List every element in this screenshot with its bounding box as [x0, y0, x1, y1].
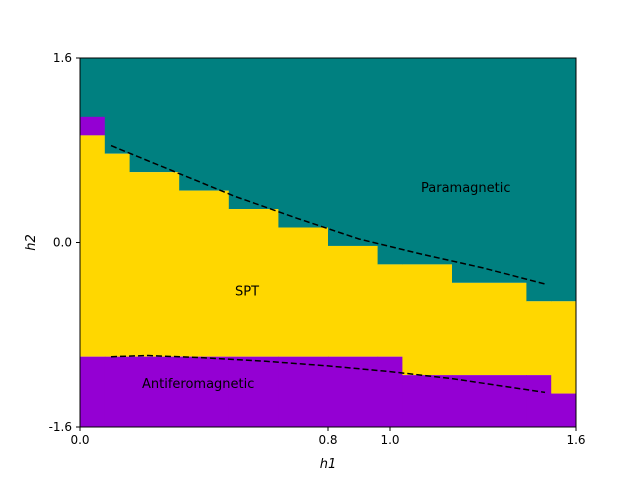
paramagnetic-cell-7	[377, 58, 403, 265]
paramagnetic-cell-3	[179, 58, 230, 191]
y-axis-label: h2	[24, 234, 39, 251]
boundary-line-1	[110, 144, 546, 285]
antiferromagnetic-cell-3	[179, 356, 230, 427]
spt-cell-9	[452, 282, 527, 376]
antiferromagnetic-cell-4	[228, 356, 279, 427]
phase-boundaries	[110, 144, 546, 394]
antiferromagnetic-cell-2	[129, 356, 180, 427]
y-tick-label: -1.6	[49, 420, 72, 434]
boundary-line-2	[110, 354, 546, 394]
spt-cell-7	[377, 264, 403, 357]
spt-cell-5	[278, 227, 329, 357]
x-tick-label: 1.0	[380, 433, 399, 447]
spt-cell-0	[80, 135, 106, 357]
spt-cell-10	[526, 301, 552, 376]
paramagnetic-cell-5	[278, 58, 329, 228]
antiferromagnetic-cell-11	[551, 393, 577, 427]
y-tick-label: 1.6	[53, 51, 72, 65]
x-tick-label: 1.6	[566, 433, 585, 447]
spt-cell-6	[328, 245, 379, 357]
spt-cell-8	[402, 264, 453, 376]
spt-cell-11	[551, 301, 577, 394]
spt-cell-3	[179, 190, 230, 357]
antiferromagnetic-cell-6	[328, 356, 379, 427]
paramagnetic-cell-9	[452, 58, 527, 283]
x-tick-label: 0.0	[70, 433, 89, 447]
antiferromagnetic-cell-10	[526, 375, 552, 427]
antiferromagnetic-cell-5	[278, 356, 329, 427]
phase-regions	[80, 58, 577, 427]
paramagnetic-cell-10	[526, 58, 552, 302]
paramagnetic-label: Paramagnetic	[421, 181, 511, 196]
x-axis-ticks: 0.0 0.8 1.0 1.6	[70, 427, 586, 447]
antiferromagnetic-cell-0	[80, 356, 106, 427]
paramagnetic-cell-8	[402, 58, 453, 265]
paramagnetic-cell-6	[328, 58, 379, 246]
spt-cell-1	[104, 153, 131, 357]
spt-cell-2	[129, 172, 180, 357]
paramagnetic-cell-11	[551, 58, 577, 302]
paramagnetic-cell-1	[104, 58, 131, 154]
phase-labels: Paramagnetic SPT Antiferomagnetic	[142, 181, 511, 392]
antiferromagnetic-cell-9	[452, 375, 527, 427]
antiferromagnetic-cell-1	[104, 356, 131, 427]
antiferromagnetic-cell-8	[402, 375, 453, 427]
paramagnetic-cell-4	[228, 58, 279, 210]
spt-label: SPT	[235, 285, 259, 300]
antiferromagnetic-label: Antiferomagnetic	[142, 377, 254, 392]
spt-cell-4	[228, 209, 279, 357]
y-tick-label: 0.0	[53, 236, 72, 250]
antiferromagnetic-pocket-cell	[80, 116, 106, 136]
antiferromagnetic-cell-7	[377, 356, 403, 427]
x-tick-label: 0.8	[318, 433, 337, 447]
x-axis-label: h1	[320, 457, 337, 472]
y-axis-ticks: -1.6 0.0 1.6	[49, 51, 80, 434]
paramagnetic-cell-2	[129, 58, 180, 173]
